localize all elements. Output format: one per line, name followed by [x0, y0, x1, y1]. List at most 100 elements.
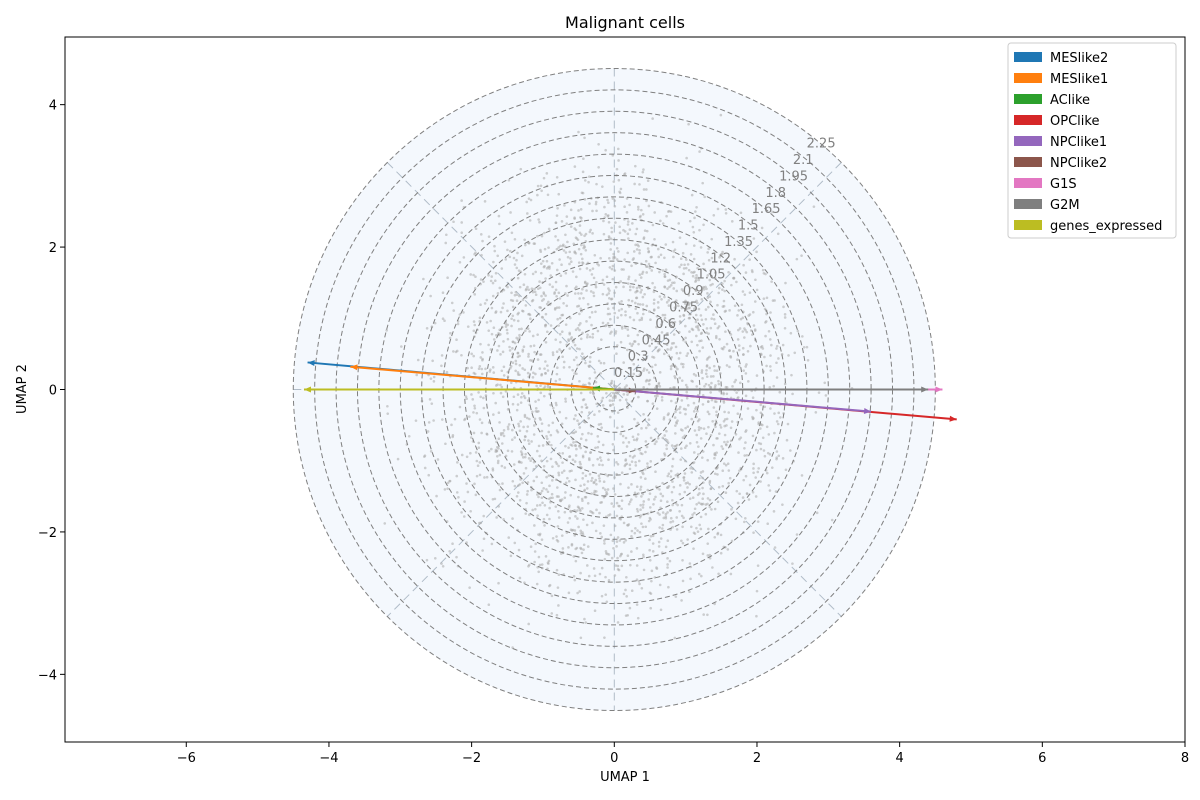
cell-point	[524, 243, 527, 247]
cell-point	[675, 528, 679, 531]
cell-point	[676, 367, 679, 371]
cell-point	[626, 251, 630, 255]
cell-point	[583, 617, 586, 621]
cell-point	[623, 172, 627, 175]
x-axis-ticks: −6 −4 −2 0 2 4 6 8	[177, 742, 1189, 766]
cell-point	[580, 191, 584, 195]
cell-point	[581, 471, 585, 475]
cell-point	[581, 352, 584, 356]
cell-point	[656, 394, 659, 398]
cell-point	[618, 190, 621, 194]
cell-point	[554, 379, 558, 383]
cell-point	[610, 556, 614, 560]
cell-point	[688, 497, 692, 500]
cell-point	[484, 394, 488, 397]
cell-point	[588, 316, 592, 319]
cell-point	[686, 425, 690, 429]
cell-point	[688, 562, 692, 565]
cell-point	[671, 240, 675, 244]
cell-point	[655, 325, 658, 329]
cell-point	[613, 269, 617, 272]
cell-point	[611, 403, 615, 406]
cell-point	[557, 473, 561, 477]
cell-point	[480, 421, 484, 425]
cell-point	[645, 445, 649, 449]
cell-point	[622, 541, 626, 544]
cell-point	[718, 423, 722, 427]
cell-point	[777, 476, 780, 480]
cell-point	[773, 546, 777, 549]
cell-point	[732, 276, 736, 280]
cell-point	[684, 266, 688, 270]
cell-point	[743, 336, 746, 339]
cell-point	[563, 204, 566, 207]
cell-point	[548, 506, 551, 510]
cell-point	[599, 422, 603, 426]
cell-point	[495, 516, 498, 519]
cell-point	[671, 498, 674, 502]
cell-point	[579, 391, 583, 395]
cell-point	[668, 319, 671, 322]
cell-point	[742, 478, 745, 482]
cell-point	[715, 413, 718, 417]
cell-point	[587, 431, 590, 435]
cell-point	[502, 434, 506, 438]
cell-point	[659, 492, 663, 496]
cell-point	[448, 479, 452, 483]
cell-point	[706, 410, 710, 414]
cell-point	[639, 276, 643, 279]
cell-point	[580, 410, 584, 414]
cell-point	[694, 279, 698, 282]
cell-point	[527, 312, 531, 316]
cell-point	[756, 470, 760, 474]
cell-point	[688, 330, 691, 333]
cell-point	[640, 288, 643, 292]
cell-point	[601, 292, 605, 296]
cell-point	[636, 205, 640, 209]
cell-point	[779, 416, 782, 419]
cell-point	[574, 414, 577, 417]
cell-point	[654, 346, 658, 349]
cell-point	[737, 309, 741, 312]
cell-point	[756, 520, 760, 523]
cell-point	[561, 451, 565, 455]
cell-point	[538, 286, 542, 290]
cell-point	[602, 480, 606, 484]
arrow-head-G1S	[935, 386, 943, 393]
cell-point	[787, 354, 790, 357]
cell-point	[752, 237, 756, 240]
cell-point	[578, 347, 581, 351]
cell-point	[697, 487, 701, 491]
cell-point	[546, 490, 550, 494]
cell-point	[530, 488, 533, 492]
cell-point	[704, 318, 708, 321]
cell-point	[585, 289, 588, 292]
cell-point	[759, 447, 763, 451]
cell-point	[744, 394, 748, 398]
cell-point	[581, 432, 584, 436]
cell-point	[543, 503, 547, 507]
cell-point	[732, 349, 735, 353]
cell-point	[681, 558, 684, 562]
cell-point	[644, 259, 648, 263]
cell-point	[558, 297, 562, 300]
cell-point	[518, 576, 522, 580]
cell-point	[614, 384, 618, 388]
cell-point	[629, 285, 632, 288]
cell-point	[673, 375, 676, 378]
cell-point	[529, 545, 533, 549]
cell-point	[689, 525, 693, 529]
cell-point	[638, 183, 641, 186]
cell-point	[536, 184, 540, 188]
cell-point	[589, 391, 592, 394]
cell-point	[637, 395, 640, 399]
cell-point	[698, 150, 701, 153]
cell-point	[769, 365, 772, 368]
cell-point	[729, 355, 732, 358]
cell-point	[537, 398, 540, 402]
cell-point	[520, 254, 524, 258]
cell-point	[646, 265, 649, 268]
legend-label-AClike: AClike	[1050, 93, 1090, 108]
cell-point	[674, 432, 677, 435]
